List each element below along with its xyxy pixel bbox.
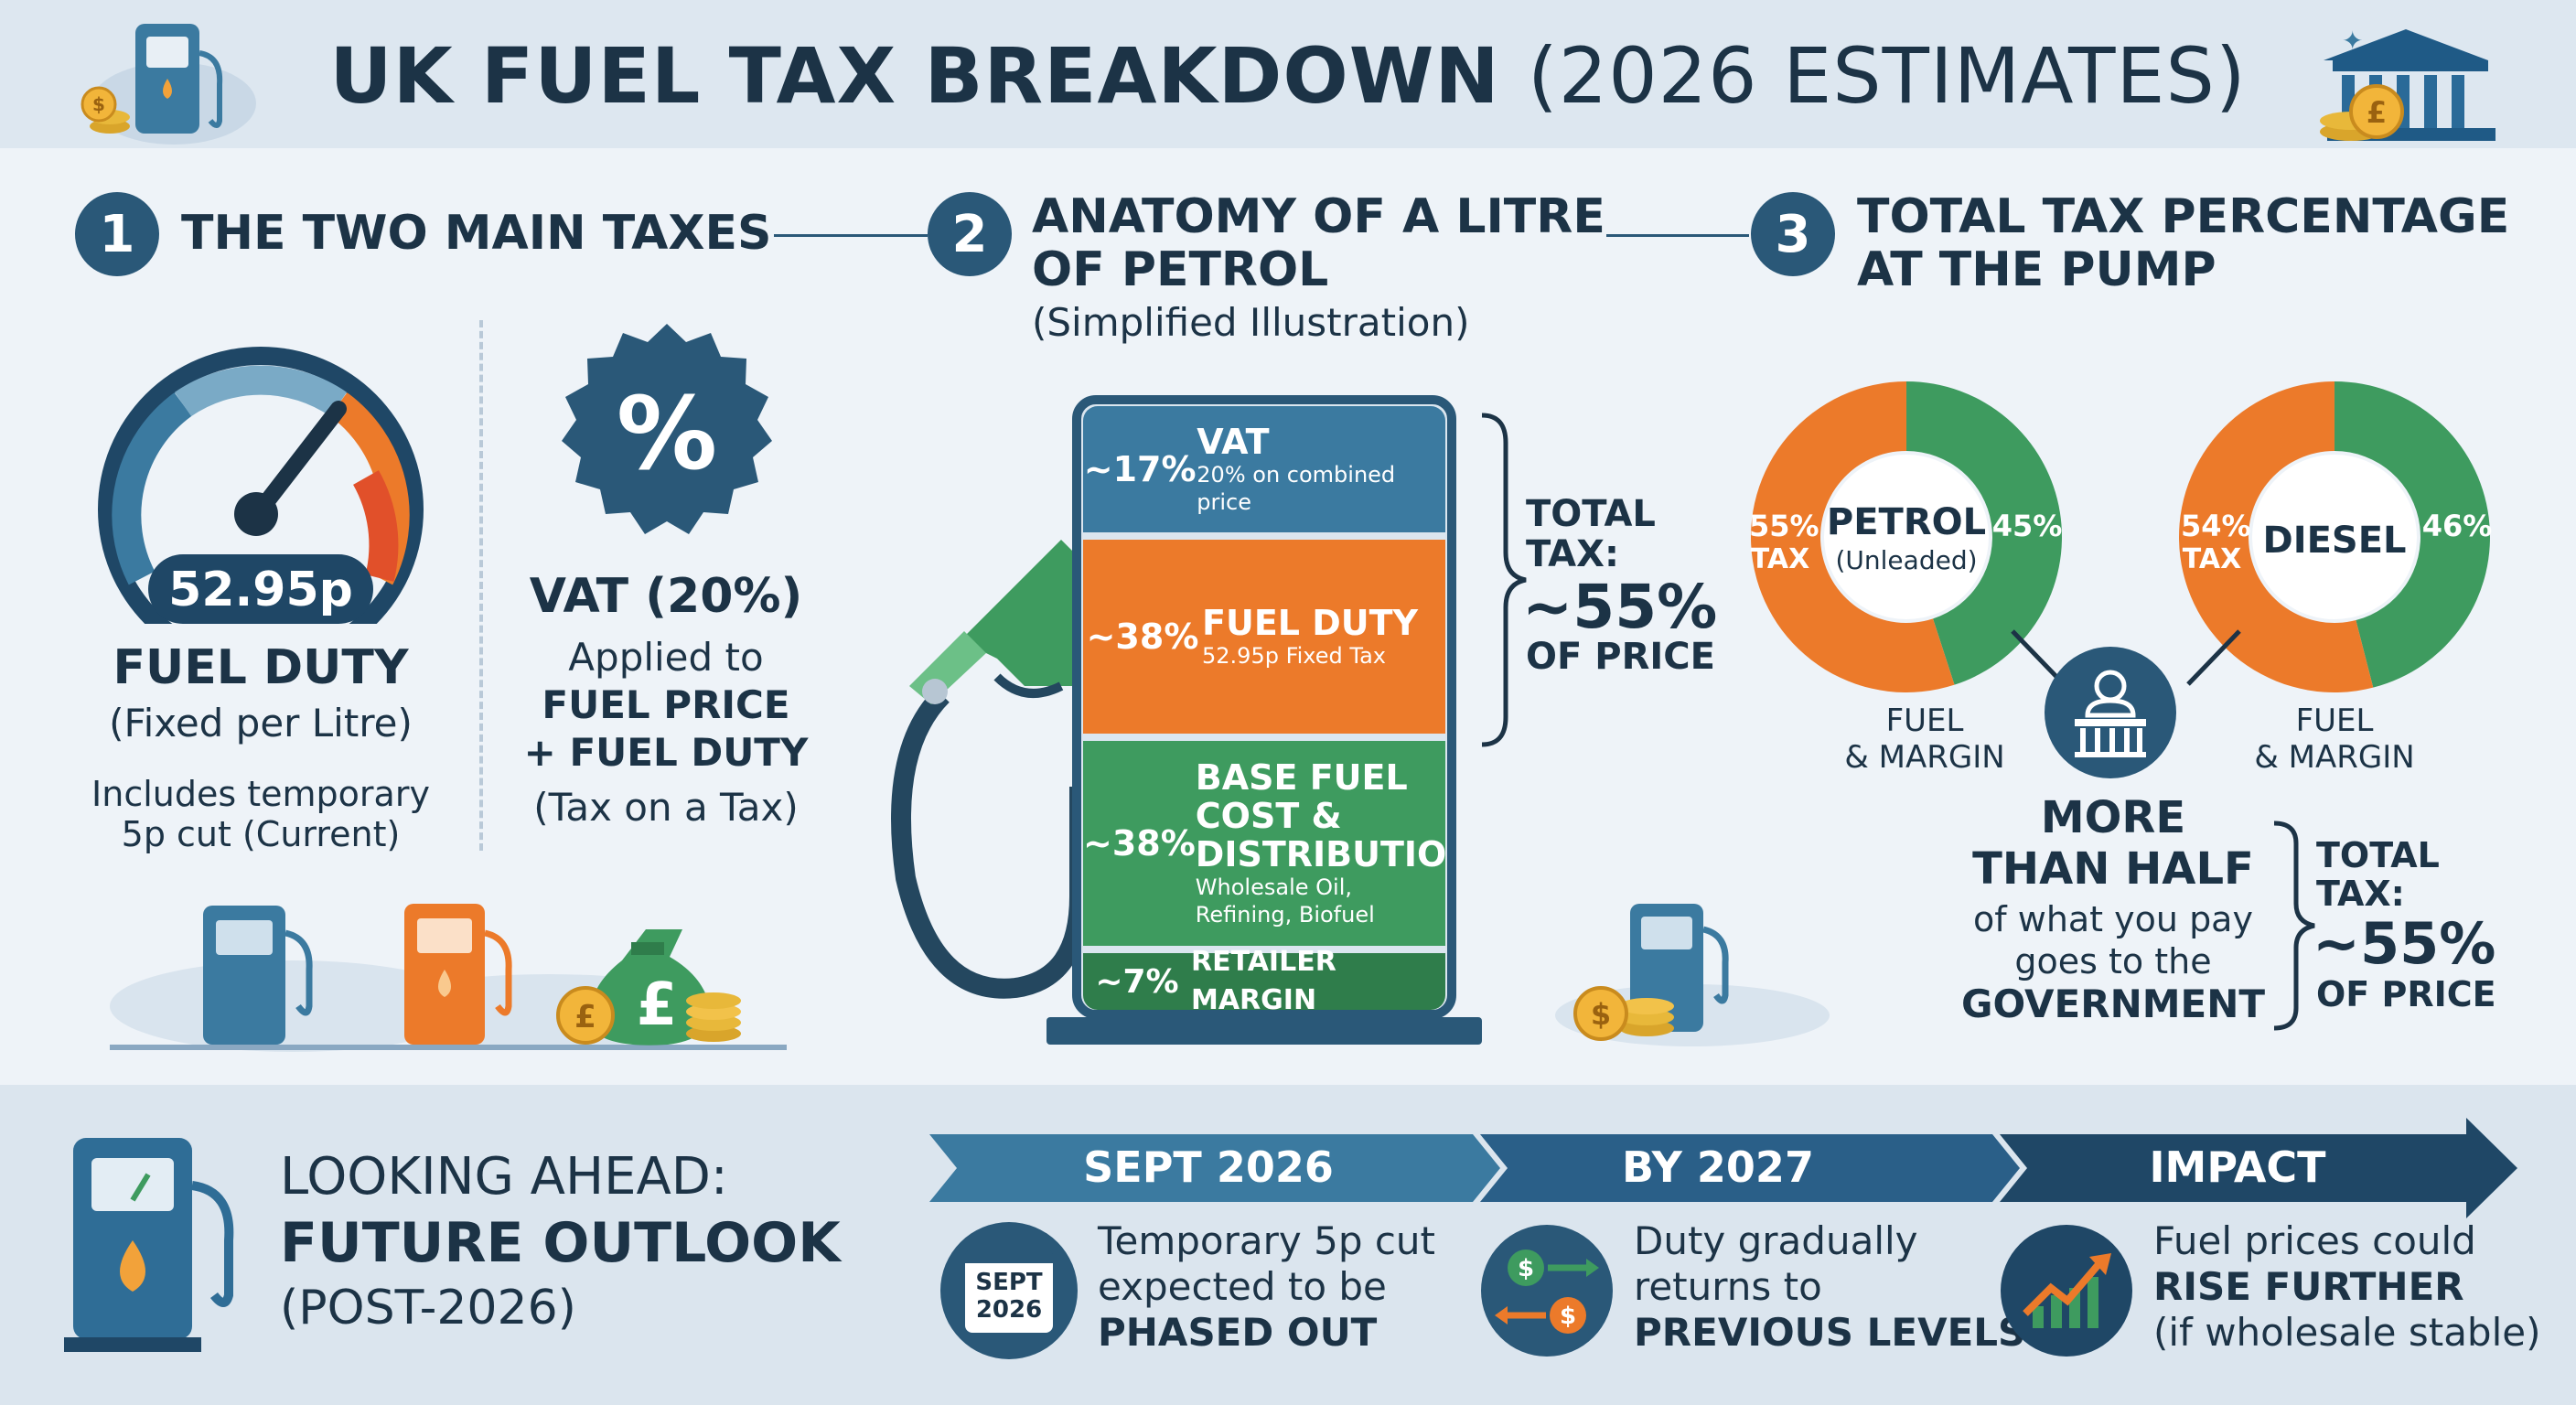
page-title: UK FUEL TAX BREAKDOWN (2026 ESTIMATES) [329, 31, 2247, 121]
section-3-total-2: TAX: [2316, 874, 2405, 914]
petrol-tax-slice [1751, 381, 1955, 692]
diesel-fuel-margin-label: FUEL & MARGIN [2254, 702, 2415, 776]
looking-ahead-3: (POST-2026) [280, 1281, 576, 1335]
petrol-sub: (Unleaded) [1835, 545, 1978, 575]
step-3-heading: IMPACT [2149, 1142, 2326, 1192]
petrol-donut-center [1824, 455, 1989, 619]
svg-text:$: $ [1560, 1303, 1576, 1330]
petrol-fuel-margin-label: FUEL & MARGIN [1844, 702, 2005, 776]
section-3-total-value: ~55% [2313, 910, 2496, 977]
government-building-icon: ✦ £ [2320, 26, 2496, 141]
section-1-number: 1 [75, 192, 159, 276]
more-than-half-3: of what you pay [1973, 899, 2253, 939]
step-2-heading: BY 2027 [1622, 1142, 1814, 1192]
gauge-value: 52.95p [168, 563, 353, 617]
header-band [0, 0, 2576, 148]
step-3-text: Fuel prices could RISE FURTHER (if whole… [2153, 1218, 2541, 1355]
section-2-number: 2 [928, 192, 1012, 276]
section-2-total-2: TAX: [1526, 533, 1619, 575]
section-3-total-4: OF PRICE [2316, 974, 2496, 1014]
svg-text:£: £ [2367, 95, 2387, 130]
diesel-name: DIESEL [2262, 520, 2407, 562]
brace-icon [2273, 820, 2315, 1031]
pump-base [1046, 1017, 1482, 1045]
step-2-text: Duty gradually returns to PREVIOUS LEVEL… [1634, 1218, 2026, 1355]
fuel-pump-icon [64, 1138, 234, 1352]
fuel-pump-icon: $ [80, 24, 256, 145]
more-than-half-5: GOVERNMENT [1960, 981, 2266, 1026]
section-2-subtitle: (Simplified Illustration) [1032, 300, 1470, 345]
segment-base-fuel-cost: ~38% BASE FUEL COST & DISTRIBUTION Whole… [1083, 741, 1445, 946]
svg-text:£: £ [574, 999, 596, 1035]
section-3-number: 3 [1751, 192, 1835, 276]
dashed-divider [479, 320, 483, 851]
petrol-tax-label: TAX [1750, 543, 1810, 575]
svg-text:%: % [617, 375, 717, 492]
more-than-half-1: MORE [2040, 792, 2186, 843]
timeline-arrow [929, 1118, 2517, 1218]
svg-text:$: $ [1591, 997, 1611, 1032]
vat-line-3: + FUEL DUTY [523, 730, 809, 775]
connector-line [1606, 234, 1749, 237]
section-3-total-1: TOTAL [2316, 835, 2440, 875]
step-1-heading: SEPT 2026 [1083, 1142, 1334, 1192]
petrol-donut [1751, 381, 2062, 692]
looking-ahead-2: FUTURE OUTLOOK [280, 1211, 841, 1275]
section-3-title-1: TOTAL TAX PERCENTAGE [1857, 189, 2510, 244]
fuel-duty-note-1: Includes temporary [91, 774, 430, 814]
diesel-tax-slice [2179, 381, 2374, 692]
gauge-icon: 52.95p [98, 347, 424, 624]
vat-title: VAT (20%) [529, 569, 803, 624]
vat-line-4: (Tax on a Tax) [533, 785, 799, 830]
section-2-total-4: OF PRICE [1526, 636, 1715, 678]
looking-ahead-1: LOOKING AHEAD: [280, 1147, 728, 1207]
more-than-half-2: THAN HALF [1972, 843, 2254, 895]
fuel-duty-title: FUEL DUTY [113, 640, 409, 695]
svg-text:$: $ [92, 93, 105, 115]
fuel-duty-subtitle: (Fixed per Litre) [109, 701, 413, 745]
petrol-tax-pct: 55% [1749, 509, 1819, 543]
rising-chart-icon [2001, 1225, 2132, 1357]
svg-text:£: £ [637, 971, 678, 1039]
section-2-title-1: ANATOMY OF A LITRE [1032, 189, 1605, 244]
government-icon [2045, 647, 2176, 778]
segment-vat: ~17% VAT 20% on combined price [1083, 406, 1445, 532]
diesel-fuel-margin-slice [2334, 381, 2490, 688]
pumps-and-money-illustration: £ £ [110, 904, 787, 1052]
brace-icon [1481, 413, 1527, 747]
fuel-duty-note-2: 5p cut (Current) [121, 814, 401, 854]
section-2-title-2: OF PETROL [1032, 242, 1329, 297]
section-1-title: THE TWO MAIN TAXES [181, 206, 772, 261]
diesel-tax-pct: 54% [2181, 509, 2251, 543]
step-1-text: Temporary 5p cut expected to be PHASED O… [1098, 1218, 1436, 1355]
section-3-title-2: AT THE PUMP [1857, 242, 2216, 297]
fuel-nozzle-icon [891, 540, 1098, 999]
section-2-total-1: TOTAL [1526, 493, 1656, 535]
connector-line [774, 234, 928, 237]
diesel-donut [2179, 381, 2490, 692]
petrol-fuel-margin-slice [1906, 381, 2062, 685]
more-than-half-4: goes to the [2014, 941, 2212, 981]
diesel-donut-center [2252, 455, 2417, 619]
currency-exchange-icon: $ $ [1481, 1225, 1613, 1357]
percent-badge-icon: % [562, 324, 772, 534]
pump-segments: ~17% VAT 20% on combined price ~38% FUEL… [1083, 406, 1445, 1010]
svg-text:$: $ [1518, 1255, 1534, 1282]
segment-fuel-duty: ~38% FUEL DUTY 52.95p Fixed Tax [1083, 540, 1445, 734]
segment-retailer-margin: ~7% RETAILER MARGIN [1083, 946, 1445, 1010]
calendar-icon: SEPT 2026 [940, 1222, 1078, 1359]
pump-with-coins-icon: $ [1555, 904, 1830, 1046]
petrol-name: PETROL [1826, 501, 1987, 543]
tax-donut-charts [1751, 381, 2490, 692]
vat-line-2: FUEL PRICE [542, 682, 790, 727]
diesel-tax-label: TAX [2182, 543, 2242, 575]
petrol-fuel-pct: 45% [1991, 509, 2063, 543]
section-2-total-value: ~55% [1522, 572, 1718, 642]
vat-line-1: Applied to [568, 635, 764, 680]
diesel-fuel-pct: 46% [2421, 509, 2493, 543]
